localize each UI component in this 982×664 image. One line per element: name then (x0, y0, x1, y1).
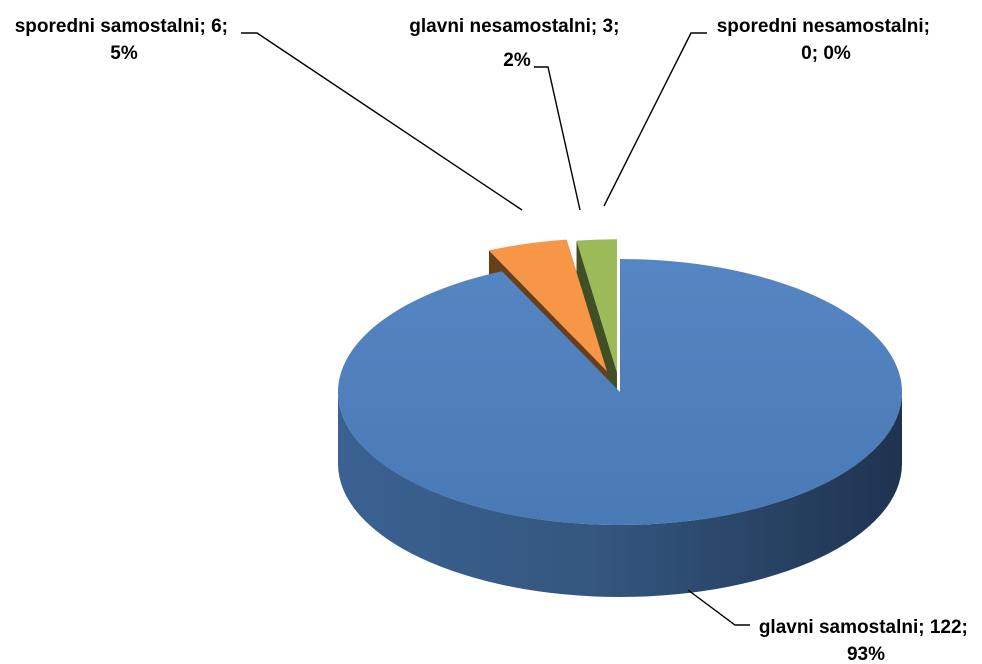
leader-line-sporedni-nesamostalni (603, 32, 707, 207)
data-label-line: glavni samostalni; 122; (759, 617, 968, 638)
leader-line-glavni-samostalni (687, 589, 750, 626)
pie-slice-glavni-samostalni (337, 259, 902, 597)
data-label-line: 93% (847, 644, 885, 664)
pie-slice-side (338, 392, 902, 597)
data-label-glavni-nesamostalni: glavni nesamostalni; 3; 2% (409, 16, 624, 71)
pie-slice-top (488, 239, 607, 372)
pie-slices (337, 239, 902, 597)
leader-line-sporedni-samostalni (241, 32, 523, 211)
data-label-line: sporedni samostalni; 6; (15, 16, 228, 37)
data-labels: glavni samostalni; 122; 93% sporedni sam… (15, 16, 973, 664)
data-label-sporedni-nesamostalni: sporedni nesamostalni; 0; 0% (717, 16, 936, 64)
pie-slice-top (337, 259, 902, 526)
data-label-line: 0; 0% (801, 43, 851, 64)
data-label-sporedni-samostalni: sporedni samostalni; 6; 5% (15, 16, 234, 64)
data-label-line: sporedni nesamostalni; (717, 16, 930, 37)
leader-line-glavni-nesamostalni (534, 66, 581, 211)
data-label-line: 2% (503, 50, 531, 71)
data-label-line: 5% (110, 43, 138, 64)
pie-slice-top (576, 239, 617, 373)
data-label-glavni-samostalni: glavni samostalni; 122; 93% (759, 617, 973, 664)
data-label-line: glavni nesamostalni; 3; (409, 16, 619, 37)
